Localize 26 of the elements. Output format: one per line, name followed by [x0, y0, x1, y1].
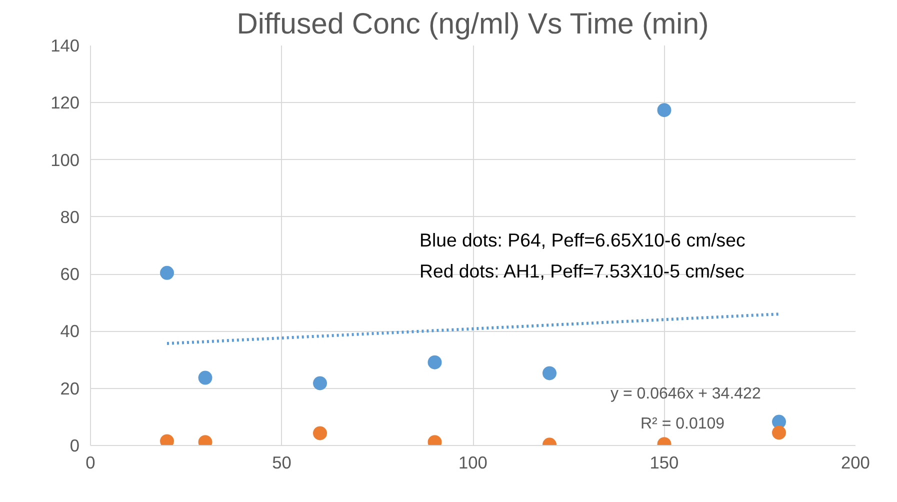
y-tick-label: 60: [60, 264, 80, 284]
x-tick-label: 100: [458, 452, 488, 472]
annotation: Blue dots: P64, Peff=6.65X10-6 cm/sec: [420, 230, 746, 250]
y-tick-label: 140: [50, 36, 80, 56]
x-tick-label: 0: [86, 452, 96, 472]
point: [198, 370, 212, 385]
x-tick-label: 200: [841, 452, 870, 472]
annotation: y = 0.0646x + 34.422: [610, 386, 761, 402]
chart-title: Diffused Conc (ng/ml) Vs Time (min): [236, 8, 709, 40]
point: [542, 366, 556, 380]
point: [657, 103, 672, 118]
x-tick-label: 50: [272, 452, 292, 472]
point: [313, 426, 327, 440]
y-tick-label: 40: [60, 321, 80, 342]
point: [772, 426, 786, 440]
y-tick-label: 80: [60, 206, 80, 227]
point: [313, 376, 327, 390]
point: [160, 266, 174, 280]
y-tick-label: 0: [70, 436, 80, 456]
y-tick-label: 100: [50, 150, 80, 170]
point: [428, 355, 442, 370]
x-tick-label: 150: [650, 452, 679, 472]
y-tick-label: 120: [50, 92, 80, 113]
annotation: R² = 0.0109: [640, 416, 725, 432]
annotation: Red dots: AH1, Peff=7.53X10-5 cm/sec: [420, 260, 744, 282]
y-tick-label: 20: [60, 378, 80, 398]
